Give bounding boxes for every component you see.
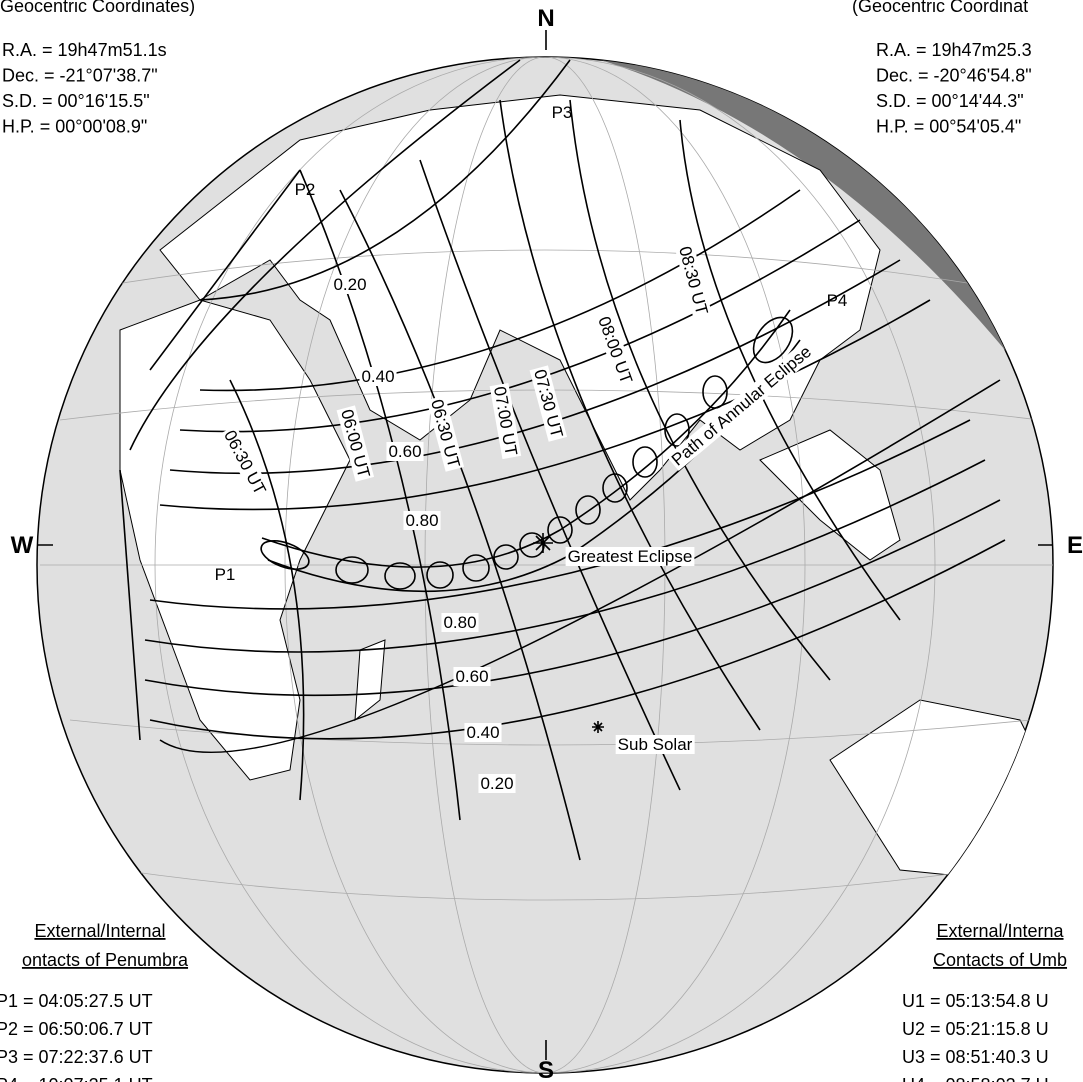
contact-time: U2 = 05:21:15.8 U [902,1019,1049,1039]
compass-label: W [11,532,34,559]
label-bg [565,547,695,566]
label-bg [336,405,375,482]
label-bg [386,442,424,461]
coordinate-line: S.D. = 00°16'15.5" [2,91,150,111]
coordinate-line: S.D. = 00°14'44.3" [876,91,1024,111]
contact-time: P1 = 04:05:27.5 UT [0,991,153,1011]
greatest-eclipse-label: Greatest Eclipse [568,547,693,566]
label-bg [426,395,465,472]
magnitude-label: 0.20 [333,275,366,294]
compass-ticks [38,30,1053,1060]
label-bg [219,425,271,500]
panel-heading: Geocentric Coordinates) [0,0,195,16]
compass-label: E [1067,532,1083,559]
magnitude-lines [144,189,1006,740]
label-bg [489,382,522,460]
label-bg [615,735,695,754]
contact-time: U3 = 08:51:40.3 U [902,1047,1049,1067]
label-bg [674,242,713,319]
label-bg [464,723,502,742]
contacts-heading: Contacts of Umb [933,950,1067,970]
label-bg [478,774,516,793]
magnitude-label: 0.20 [480,774,513,793]
land-europe-asia [159,94,881,501]
sub-solar-label: Sub Solar [618,735,693,754]
magnitude-label: 0.40 [361,367,394,386]
contact-label: P2 [295,180,316,199]
coordinate-line: Dec. = -21°07'38.7" [2,66,158,86]
label-bg [529,365,568,442]
contact-label: P1 [215,565,236,584]
contact-time: U1 = 05:13:54.8 U [902,991,1049,1011]
label-bg [359,367,397,386]
contact-time: P3 = 07:22:37.6 UT [0,1047,153,1067]
contacts-heading: ontacts of Penumbra [22,950,189,970]
magnitude-label: 0.40 [466,723,499,742]
label-bg [403,511,441,530]
land-madagascar [354,639,386,722]
panel-heading: (Geocentric Coordinat [852,0,1028,16]
label-bg [331,275,369,294]
compass-label: N [537,5,554,32]
coordinate-line: H.P. = 00°00'08.9" [2,117,147,137]
label-bg [453,667,491,686]
magnitude-label: 0.60 [455,667,488,686]
contact-label: P4 [827,291,848,310]
coordinate-line: H.P. = 00°54'05.4" [876,117,1021,137]
coordinate-line: Dec. = -20°46'54.8" [876,66,1032,86]
land-southeast-asia [759,429,901,561]
contacts-heading: External/Internal [34,921,165,941]
time-lines [229,99,901,861]
contact-label: P3 [552,103,573,122]
magnitude-label: 0.80 [405,511,438,530]
contacts-heading: External/Interna [936,921,1064,941]
magnitude-label: 0.60 [388,442,421,461]
compass-label: S [538,1057,554,1082]
contact-time: U4 = 08:58:02.7 U [902,1075,1049,1082]
coordinate-line: R.A. = 19h47m25.3 [876,40,1032,60]
label-bg [666,340,817,471]
label-bg [593,312,637,389]
coordinate-line: R.A. = 19h47m51.1s [2,40,167,60]
penumbra-region [119,59,1001,754]
label-bg [441,613,479,632]
magnitude-label: 0.80 [443,613,476,632]
contact-time: P2 = 06:50:06.7 UT [0,1019,153,1039]
contact-time: P4 = 10:07:25.1 UT [0,1075,153,1082]
